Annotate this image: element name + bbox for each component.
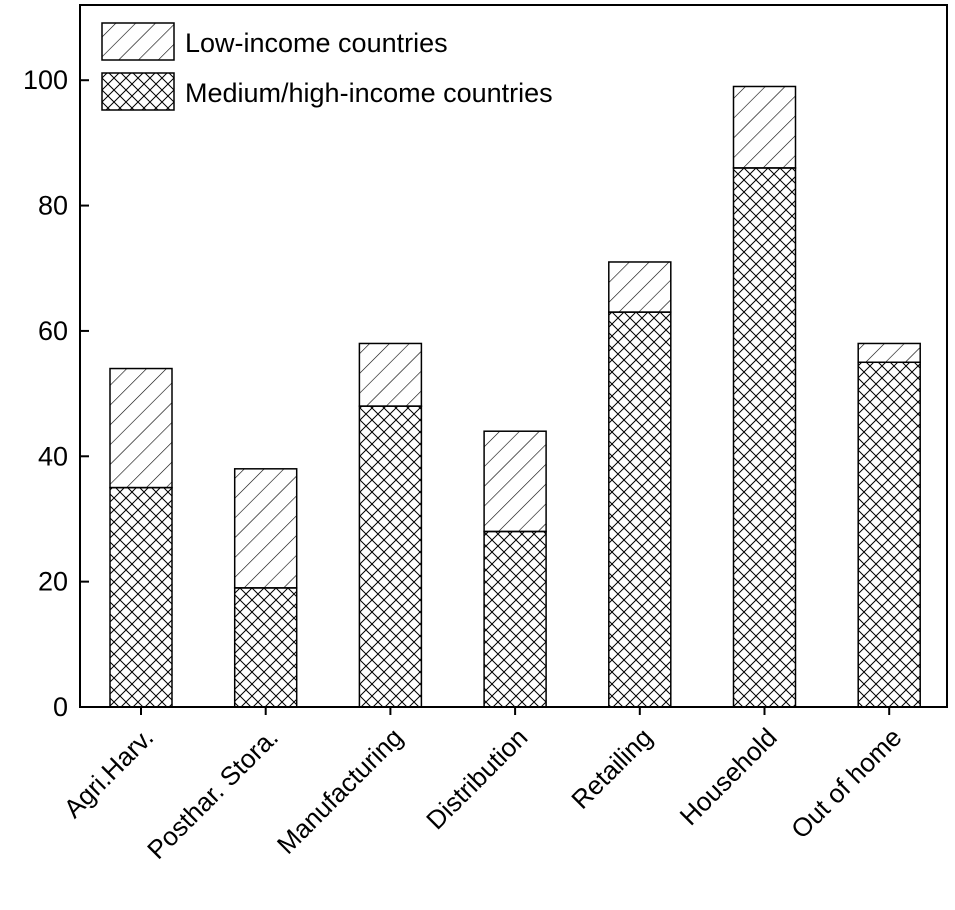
x-tick-label-manufacturing: Manufacturing (271, 722, 409, 860)
x-tick-label-retailing: Retailing (565, 722, 658, 815)
y-tick-label-80: 80 (38, 191, 68, 221)
bar-medium-high-income-retailing (608, 311, 672, 708)
x-tick-label-household: Household (674, 722, 783, 831)
bar-medium-high-income-posthar-stora (233, 587, 298, 708)
x-tick-label-out-of-home: Out of home (785, 722, 907, 844)
x-tick-label-agri-harv: Agri.Harv. (58, 722, 160, 824)
y-tick-label-40: 40 (38, 441, 68, 471)
bar-medium-high-income-manufacturing (358, 405, 423, 708)
bar-medium-high-income-household (732, 167, 797, 708)
y-tick-label-60: 60 (38, 316, 68, 346)
bar-medium-high-income-out-of-home (857, 361, 921, 708)
legend: Low-income countries Medium/high-income … (101, 22, 553, 111)
legend-swatch-medium-high-income (101, 72, 175, 111)
plot-frame (79, 4, 948, 708)
y-tick-label-100: 100 (23, 65, 68, 95)
bar-medium-high-income-distribution (483, 530, 547, 708)
y-tick-label-20: 20 (38, 567, 68, 597)
bars-layer (109, 85, 921, 708)
bar-low-income-household (732, 85, 797, 169)
bar-low-income-retailing (608, 261, 672, 313)
legend-swatch-low-income (101, 22, 175, 61)
x-axis: Agri.Harv.Posthar. Stora.Manufacturing Di… (58, 707, 907, 865)
y-axis: 0 20 40 60 80 100 (23, 65, 89, 722)
y-tick-label-0: 0 (53, 692, 68, 722)
legend-label-medium-high-income: Medium/high-income countries (185, 78, 553, 108)
bar-medium-high-income-agri-harv (109, 486, 173, 708)
bar-low-income-posthar-stora (233, 468, 298, 589)
bar-low-income-out-of-home (857, 342, 921, 364)
x-tick-label-distribution: Distribution (420, 722, 533, 835)
bar-low-income-distribution (483, 430, 547, 533)
legend-label-low-income: Low-income countries (185, 28, 448, 58)
bar-low-income-agri-harv (109, 367, 173, 489)
bar-low-income-manufacturing (358, 342, 423, 407)
x-tick-label-posthar-stora: Posthar. Stora. (141, 722, 284, 865)
